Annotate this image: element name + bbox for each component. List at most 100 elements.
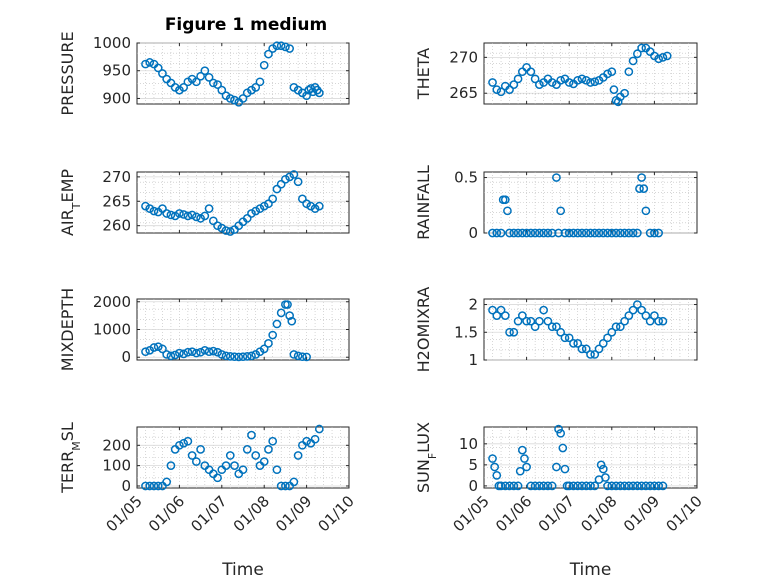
data-point [552, 462, 561, 472]
data-point [496, 481, 506, 491]
data-point [183, 347, 193, 357]
data-point [259, 344, 269, 354]
data-point [590, 77, 600, 87]
data-point [302, 91, 311, 101]
data-point [654, 316, 664, 326]
data-point [204, 204, 214, 213]
data-point [530, 481, 540, 491]
data-point [522, 228, 531, 238]
data-point [179, 210, 188, 219]
data-point [310, 434, 320, 444]
data-point [302, 199, 311, 209]
data-point [539, 481, 548, 491]
data-point [530, 74, 540, 84]
data-point [520, 454, 529, 463]
data-point [158, 344, 167, 354]
x-tick-label: 01/07 [535, 492, 578, 535]
data-point [500, 195, 510, 205]
data-point [535, 80, 544, 89]
data-point [298, 352, 307, 362]
y-tick-label: 0.5 [454, 169, 478, 187]
y-tick-label: 0 [121, 348, 131, 366]
data-point [242, 445, 252, 454]
data-point [492, 311, 502, 320]
data-point [283, 300, 292, 309]
data-point [598, 339, 608, 348]
data-point [564, 333, 574, 343]
data-point [547, 322, 557, 332]
data-point [650, 481, 659, 491]
data-point [281, 481, 290, 491]
axes-box [483, 171, 698, 234]
data-point [637, 43, 646, 53]
data-point [179, 438, 188, 448]
data-point [654, 54, 664, 64]
data-point [500, 481, 510, 491]
data-point [247, 209, 256, 218]
data-point [515, 466, 525, 476]
data-point [293, 177, 303, 187]
data-point [633, 481, 642, 491]
data-point [272, 319, 282, 329]
data-point [564, 78, 574, 87]
data-point [556, 428, 566, 438]
data-point [281, 174, 290, 184]
y-tick-label: 1000 [93, 34, 131, 52]
data-point [192, 348, 201, 358]
data-point [166, 210, 176, 220]
y-tick-label: 5 [468, 456, 478, 474]
data-point [251, 206, 261, 216]
data-point [607, 228, 617, 238]
data-point [654, 228, 664, 238]
data-point [289, 170, 299, 179]
data-point [641, 206, 651, 216]
data-point [488, 228, 497, 238]
data-point [611, 481, 621, 491]
data-point [535, 481, 544, 491]
y-tick-label: 2 [468, 296, 478, 314]
data-point [635, 184, 644, 193]
data-point [639, 184, 649, 193]
data-point [217, 223, 227, 233]
y-axis-label: SUNFLUX [414, 422, 439, 493]
data-point [287, 316, 297, 326]
data-point [255, 77, 265, 87]
data-point [607, 67, 617, 77]
data-point [221, 351, 231, 361]
data-point [560, 333, 570, 343]
data-point [213, 221, 222, 231]
data-point [162, 209, 172, 218]
data-point [213, 347, 222, 357]
data-point [543, 481, 553, 491]
y-tick-label: 2000 [93, 293, 131, 311]
data-point [488, 454, 497, 463]
data-point [620, 228, 629, 238]
data-point [628, 228, 638, 238]
data-point [633, 228, 642, 238]
data-point [628, 56, 638, 66]
data-point [221, 461, 231, 470]
data-point [615, 481, 625, 491]
data-point [488, 78, 497, 87]
data-point [547, 481, 557, 491]
data-point [611, 322, 621, 332]
y-tick-label: 900 [102, 89, 131, 107]
data-point [149, 343, 159, 352]
data-point [620, 316, 629, 326]
data-point [654, 481, 664, 491]
data-point [149, 481, 159, 491]
data-point [276, 308, 286, 318]
data-point [187, 210, 197, 220]
data-point [225, 352, 235, 361]
data-point [141, 201, 150, 211]
data-point [505, 228, 514, 238]
data-point [496, 228, 506, 238]
data-point [251, 451, 261, 460]
data-point [264, 339, 273, 348]
data-point [598, 464, 608, 474]
data-point [598, 228, 608, 238]
x-tick-label: 01/10 [315, 492, 358, 535]
data-point [658, 53, 668, 62]
data-point [238, 352, 248, 362]
